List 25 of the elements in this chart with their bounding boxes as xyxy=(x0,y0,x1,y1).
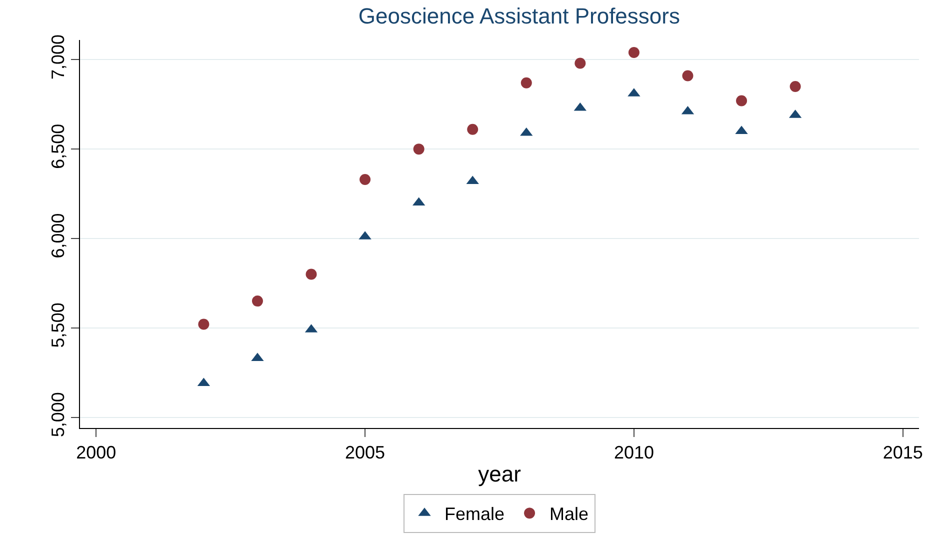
y-tick-label: 6,500 xyxy=(48,124,68,169)
y-tick-label: 5,500 xyxy=(48,302,68,348)
legend-label: Female xyxy=(444,504,505,524)
x-tick-label: 2015 xyxy=(882,442,923,463)
point xyxy=(467,124,478,135)
x-tick-label: 2005 xyxy=(345,442,386,463)
chart-title: Geoscience Assistant Professors xyxy=(358,4,680,29)
point xyxy=(252,296,263,307)
legend-label: Male xyxy=(550,504,589,524)
x-tick-label: 2010 xyxy=(614,442,654,463)
point xyxy=(306,268,317,280)
point xyxy=(736,95,748,106)
y-tick-label: 7,000 xyxy=(48,34,68,80)
x-tick-label: 2000 xyxy=(76,442,116,463)
point xyxy=(198,318,210,330)
point xyxy=(574,58,586,69)
point xyxy=(682,70,694,82)
point xyxy=(413,144,424,155)
point xyxy=(628,47,640,58)
x-axis-title: year xyxy=(478,462,521,486)
point xyxy=(360,174,371,185)
y-tick-label: 6,000 xyxy=(48,213,68,258)
y-tick-label: 5,000 xyxy=(48,392,68,438)
point xyxy=(790,80,801,92)
point xyxy=(520,77,532,88)
